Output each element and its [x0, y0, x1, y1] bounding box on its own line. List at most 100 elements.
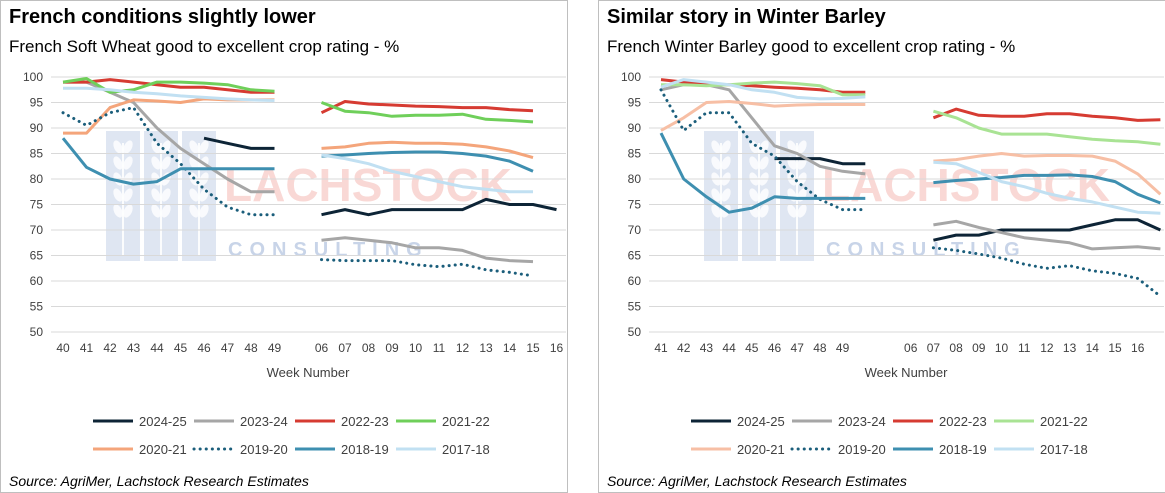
series-line-2018-19 — [659, 132, 866, 214]
watermark-grain — [123, 204, 133, 218]
y-tick-label: 65 — [628, 249, 642, 263]
x-tick-label: 49 — [268, 341, 282, 355]
x-tick-label: 48 — [813, 341, 827, 355]
x-tick-label: 46 — [768, 341, 782, 355]
watermark-grain — [749, 156, 759, 170]
series-line-2021-22 — [62, 77, 275, 94]
gridlines — [649, 76, 1164, 333]
series-line-2024-25 — [774, 157, 866, 166]
legend-label: 2022-23 — [939, 414, 987, 429]
legend-label: 2018-19 — [341, 442, 389, 457]
watermark-grain — [749, 188, 759, 202]
y-tick-label: 95 — [628, 96, 642, 110]
x-tick-label: 44 — [150, 341, 164, 355]
watermark-grain — [711, 156, 721, 170]
legend-label: 2023-24 — [240, 414, 288, 429]
y-tick-label: 90 — [628, 121, 642, 135]
x-tick-label: 09 — [972, 341, 986, 355]
legend: 2024-25 2023-24 2022-23 2021-22 2020-21 2019-… — [93, 414, 490, 457]
watermark-grain — [749, 140, 759, 154]
watermark-text-line2: CONSULTING — [826, 239, 1027, 261]
x-tick-label: 15 — [1108, 341, 1122, 355]
x-tick-label: 09 — [385, 341, 399, 355]
y-tick-label: 60 — [628, 274, 642, 288]
series-line-2017-18 — [321, 153, 533, 194]
watermark-grain — [199, 140, 209, 154]
series-line-2019-20 — [61, 106, 276, 217]
legend-label: 2024-25 — [737, 414, 785, 429]
series-line-2017-18 — [660, 78, 866, 101]
legend: 2024-25 2023-24 2022-23 2021-22 2020-21 2019-… — [691, 414, 1088, 457]
legend-label: 2024-25 — [139, 414, 187, 429]
gridlines — [51, 76, 566, 333]
watermark-grain — [123, 188, 133, 202]
watermark-grain — [161, 204, 171, 218]
y-tick-label: 50 — [30, 325, 44, 339]
series-lines — [659, 78, 1162, 298]
x-tick-label: 07 — [338, 341, 352, 355]
series-line-2021-22 — [320, 101, 534, 124]
watermark-grain — [797, 204, 807, 218]
x-tick-label: 15 — [526, 341, 540, 355]
x-tick-label: 40 — [56, 341, 70, 355]
legend-label: 2017-18 — [1040, 442, 1088, 457]
x-tick-label: 42 — [677, 341, 691, 355]
series-lines — [61, 77, 557, 278]
x-tick-label: 14 — [503, 341, 517, 355]
y-tick-label: 90 — [30, 121, 44, 135]
watermark-grain — [797, 140, 807, 154]
x-tick-label: 08 — [362, 341, 376, 355]
y-tick-label: 70 — [30, 223, 44, 237]
watermark-grain — [113, 140, 123, 154]
y-tick-label: 75 — [628, 198, 642, 212]
watermark-grain — [161, 140, 171, 154]
watermark-grain — [151, 204, 161, 218]
watermark-grain — [151, 188, 161, 202]
watermark-grain — [199, 204, 209, 218]
watermark-grain — [711, 188, 721, 202]
x-tick-label: 43 — [700, 341, 714, 355]
series-line-2022-23 — [320, 100, 534, 115]
y-tick-label: 95 — [30, 96, 44, 110]
series-line-2023-24 — [933, 219, 1161, 251]
series-line-2023-24 — [63, 80, 275, 194]
x-tick-label: 10 — [409, 341, 423, 355]
watermark-grain — [113, 204, 123, 218]
x-axis-label: Week Number — [267, 365, 351, 380]
watermark-grain — [759, 204, 769, 218]
y-tick-label: 55 — [628, 300, 642, 314]
legend-label: 2020-21 — [737, 442, 785, 457]
watermark-grain — [759, 156, 769, 170]
x-tick-label: 11 — [1018, 341, 1031, 355]
series-line-2017-18 — [933, 160, 1161, 215]
x-tick-label: 45 — [745, 341, 759, 355]
watermark-grain — [161, 188, 171, 202]
watermark-text-line2: CONSULTING — [228, 239, 429, 261]
x-tick-label: 14 — [1086, 341, 1100, 355]
series-line-2020-21 — [321, 140, 534, 160]
y-tick-label: 80 — [628, 172, 642, 186]
series-line-2021-22 — [661, 80, 866, 97]
x-tick-label: 16 — [1131, 341, 1145, 355]
wheat-chart-panel: LACHSTOCK CONSULTING 50 55 60 65 70 75 80 85 90 95 1… — [0, 0, 568, 493]
wheat-chart-title: French conditions slightly lower — [9, 6, 316, 28]
barley-chart-source: Source: AgriMer, Lachstock Research Esti… — [607, 473, 907, 489]
watermark-grain — [721, 140, 731, 154]
legend-label: 2019-20 — [240, 442, 288, 457]
series-line-2024-25 — [203, 136, 275, 150]
y-tick-label: 80 — [30, 172, 44, 186]
y-tick-label: 85 — [628, 147, 642, 161]
legend-label: 2021-22 — [1040, 414, 1088, 429]
watermark-grain — [721, 188, 731, 202]
watermark-grain — [123, 140, 133, 154]
x-tick-label: 12 — [1040, 341, 1054, 355]
watermark-grain — [189, 140, 199, 154]
x-tick-label: 16 — [550, 341, 564, 355]
watermark-grain — [711, 140, 721, 154]
series-line-2021-22 — [932, 109, 1161, 146]
x-tick-label: 13 — [479, 341, 493, 355]
watermark-grain — [721, 156, 731, 170]
series-line-2024-25 — [933, 218, 1162, 242]
series-line-2018-19 — [933, 173, 1161, 205]
watermark-grain — [151, 156, 161, 170]
